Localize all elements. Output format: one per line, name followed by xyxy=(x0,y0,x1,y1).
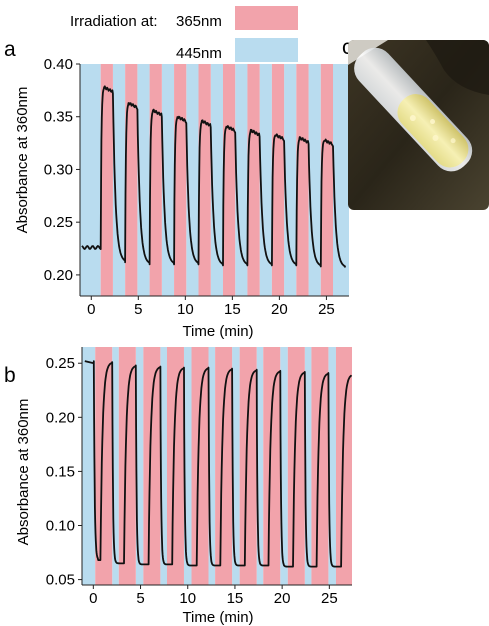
panel-a-band-445-0 xyxy=(80,64,101,296)
panel-b-band-365-0 xyxy=(95,347,113,585)
panel-a-ylabel: Absorbance at 360nm xyxy=(14,87,31,234)
panel-a-band-365-1 xyxy=(125,64,138,296)
panel-a-band-445-4 xyxy=(186,64,199,296)
panel-b-band-445-10 xyxy=(328,347,336,585)
panel-a-band-445-6 xyxy=(235,64,248,296)
panel-b-band-445-0 xyxy=(82,347,96,585)
panel-b-band-365-4 xyxy=(191,347,209,585)
panel-b-band-445-9 xyxy=(304,347,312,585)
legend-label-365: 365nm xyxy=(176,13,222,30)
panel-a-band-445-8 xyxy=(284,64,297,296)
panel-b-ylabel: Absorbance at 360nm xyxy=(15,399,32,546)
panel-a-band-365-6 xyxy=(247,64,260,296)
panel-a-ytick-label: 0.40 xyxy=(44,56,73,73)
legend-title: Irradiation at: xyxy=(70,13,158,30)
panel-b-xlabel: Time (min) xyxy=(182,609,253,626)
panel-b-band-445-1 xyxy=(112,347,119,585)
panel-b-band-365-6 xyxy=(239,347,257,585)
panel-a-xtick-label: 15 xyxy=(224,301,241,318)
panel-a-xtick-label: 20 xyxy=(271,301,288,318)
panel-b-band-445-8 xyxy=(280,347,288,585)
panel-a-band-365-7 xyxy=(271,64,285,296)
panel-b-xtick-label: 20 xyxy=(274,590,291,607)
panel-b-band-365-5 xyxy=(215,347,233,585)
legend-swatch-365 xyxy=(235,6,298,30)
panel-a-band-365-5 xyxy=(222,64,236,296)
sample-tube-photo xyxy=(348,40,489,210)
panel-b-band-445-5 xyxy=(208,347,216,585)
panel-b-xtick-label: 10 xyxy=(179,590,196,607)
panel-b-ytick-label: 0.15 xyxy=(46,463,75,480)
panel-a-ytick-label: 0.30 xyxy=(44,161,73,178)
panel-a-band-365-2 xyxy=(149,64,162,296)
panel-b-ytick-label: 0.10 xyxy=(46,518,75,535)
panel-b-band-445-6 xyxy=(232,347,240,585)
panel-a-band-365-0 xyxy=(100,64,113,296)
panel-a-band-365-9 xyxy=(320,64,334,296)
panel-b-band-365-3 xyxy=(166,347,184,585)
panel-a-band-365-3 xyxy=(174,64,187,296)
panel-b-band-445-7 xyxy=(256,347,264,585)
panel-a-xlabel: Time (min) xyxy=(182,323,253,340)
panel-a-band-365-4 xyxy=(198,64,211,296)
panel-b-xtick-label: 15 xyxy=(227,590,244,607)
panel-a-xtick-label: 0 xyxy=(87,301,95,318)
panel-a-xtick-label: 10 xyxy=(177,301,194,318)
panel-b-plot: 0.05 0.10 0.15 0.20 0.25 0 5 10 15 20 25 xyxy=(46,347,353,607)
panel-b-band-365-8 xyxy=(287,347,305,585)
panel-a-xtick-label: 5 xyxy=(134,301,142,318)
panel-a-xtick-label: 25 xyxy=(318,301,335,318)
panel-b-ytick-label: 0.20 xyxy=(46,409,75,426)
panel-a-ytick-label: 0.25 xyxy=(44,214,73,231)
legend-swatch-445 xyxy=(235,38,298,62)
panel-b-absorbance-trace xyxy=(84,360,353,568)
panel-b-xtick-label: 5 xyxy=(136,590,144,607)
panel-b-band-365-7 xyxy=(263,347,281,585)
panel-a-letter: a xyxy=(4,38,16,61)
panel-b-band-445-4 xyxy=(183,347,192,585)
legend: Irradiation at: 365nm 445nm xyxy=(70,6,298,62)
panel-a-absorbance-trace xyxy=(81,85,347,268)
panel-b-ytick-label: 0.05 xyxy=(46,572,75,589)
panel-b-xtick-label: 0 xyxy=(89,590,97,607)
panel-a-band-365-8 xyxy=(296,64,309,296)
panel-b-xtick-label: 25 xyxy=(321,590,338,607)
panel-a-band-445-1 xyxy=(112,64,126,296)
panel-a-band-445-7 xyxy=(259,64,272,296)
panel-a-plot: 0.20 0.25 0.30 0.35 0.40 0 5 10 15 20 25 xyxy=(44,56,349,318)
panel-b-ytick-label: 0.25 xyxy=(46,355,75,372)
panel-b-band-365-2 xyxy=(143,347,161,585)
panel-a-ytick-label: 0.35 xyxy=(44,109,73,126)
panel-b-band-365-10 xyxy=(335,347,352,585)
panel-a-band-445-9 xyxy=(308,64,321,296)
panel-b-band-365-9 xyxy=(311,347,329,585)
panel-b-letter: b xyxy=(4,364,16,387)
panel-b-band-445-3 xyxy=(160,347,167,585)
panel-b-band-365-1 xyxy=(118,347,136,585)
panel-c-letter: c xyxy=(342,36,353,59)
panel-a-band-445-2 xyxy=(137,64,150,296)
panel-a-band-445-3 xyxy=(161,64,175,296)
panel-a-ytick-label: 0.20 xyxy=(44,267,73,284)
panel-b-band-445-2 xyxy=(135,347,144,585)
legend-label-445: 445nm xyxy=(176,45,222,62)
panel-a-band-445-5 xyxy=(210,64,223,296)
